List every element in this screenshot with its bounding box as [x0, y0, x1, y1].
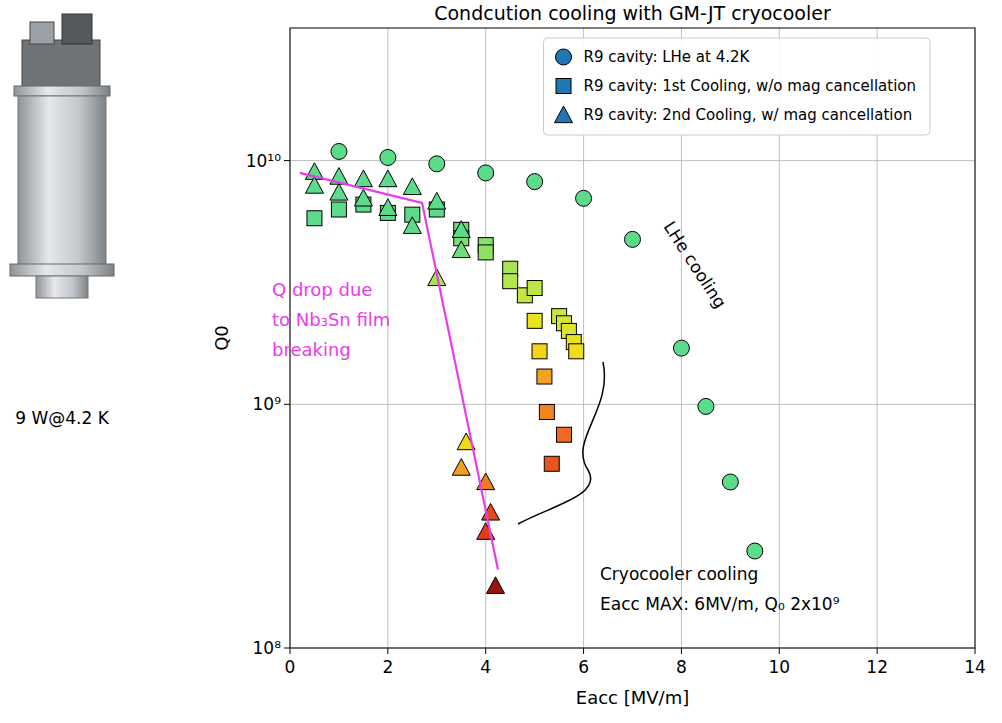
legend: R9 cavity: LHe at 4.2K R9 cavity: 1st Coo… — [544, 38, 930, 135]
data-point — [576, 190, 592, 206]
data-point — [487, 577, 505, 594]
cryo-valve — [30, 22, 54, 44]
axes: 0 2 4 6 8 10 12 14 10⁸ 10⁹ 10¹⁰ — [246, 28, 986, 677]
data-point — [331, 143, 347, 159]
tick-label: 12 — [866, 657, 888, 677]
legend-label: R9 cavity: LHe at 4.2K — [584, 48, 751, 66]
series-circle — [331, 143, 763, 559]
legend-marker — [556, 49, 572, 65]
tick-mark — [583, 648, 584, 654]
data-point — [354, 189, 372, 206]
data-point — [503, 274, 518, 289]
data-point — [527, 281, 542, 296]
data-point — [330, 183, 348, 200]
data-point — [478, 245, 493, 260]
legend-label: R9 cavity: 2nd Cooling, w/ mag cancellat… — [584, 106, 913, 124]
data-point — [380, 149, 396, 165]
tick-mark — [284, 160, 290, 161]
grid-line — [485, 28, 486, 648]
tick-label: 10 — [768, 657, 790, 677]
annotation-text: Cryocooler cooling — [600, 564, 758, 584]
tick-label: 6 — [578, 657, 589, 677]
brace — [518, 362, 604, 524]
annotation-text: Q drop due — [272, 279, 372, 300]
cryo-stub — [36, 276, 88, 298]
tick-mark — [290, 648, 291, 654]
tick-label: 10⁸ — [253, 638, 282, 658]
data-point — [429, 156, 445, 172]
data-point — [539, 404, 554, 419]
data-point — [673, 340, 689, 356]
tick-label: 0 — [285, 657, 296, 677]
tick-mark — [681, 648, 682, 654]
data-point — [557, 427, 572, 442]
data-point — [452, 459, 470, 476]
tick-label: 14 — [964, 657, 986, 677]
tick-mark — [975, 648, 976, 654]
tick-mark — [284, 648, 290, 649]
data-point — [747, 543, 763, 559]
series-triangle — [305, 163, 504, 594]
data-point — [403, 178, 421, 195]
tick-mark — [485, 648, 486, 654]
plot-frame — [290, 28, 975, 648]
data-point — [379, 199, 397, 216]
plot-area — [300, 143, 763, 593]
data-point — [527, 313, 542, 328]
data-point — [569, 344, 584, 359]
data-point — [452, 221, 470, 238]
cryo-motor — [62, 14, 92, 44]
tick-label: 4 — [480, 657, 491, 677]
data-point — [403, 217, 421, 234]
tick-mark — [284, 404, 290, 405]
data-point — [532, 344, 547, 359]
background — [0, 0, 1002, 723]
tick-label: 8 — [676, 657, 687, 677]
chart-title: Condcution cooling with GM-JT cryocooler — [434, 2, 831, 24]
data-point — [478, 165, 494, 181]
series-square — [307, 197, 584, 471]
grid-line — [290, 404, 975, 405]
figure: 9 W@4.2 K Condcution cooling with GM-JT c… — [0, 0, 1002, 723]
data-point — [544, 456, 559, 471]
tick-label: 2 — [382, 657, 393, 677]
legend-box — [544, 38, 930, 135]
data-point — [537, 369, 552, 384]
data-point — [625, 231, 641, 247]
tick-mark — [877, 648, 878, 654]
annotation-text: LHe cooling — [660, 218, 731, 312]
fit-line — [300, 173, 498, 570]
data-point — [527, 174, 543, 190]
data-point — [452, 241, 470, 258]
grid-line — [387, 28, 388, 648]
data-point — [428, 192, 446, 209]
legend-marker — [555, 106, 573, 123]
legend-label: R9 cavity: 1st Cooling, w/o mag cancella… — [584, 77, 916, 95]
figure-caption: 9 W@4.2 K — [15, 408, 109, 428]
data-point — [307, 211, 322, 226]
x-axis-title: Eacc [MV/m] — [576, 687, 689, 708]
tick-label: 10⁹ — [253, 394, 282, 414]
data-point — [698, 398, 714, 414]
tick-label: 10¹⁰ — [246, 151, 281, 171]
y-axis-title: Q0 — [211, 325, 232, 351]
cryo-top-flange — [14, 86, 110, 96]
annotation-text: breaking — [272, 339, 351, 360]
annotation-text: to Nb₃Sn film — [272, 309, 390, 330]
cryo-head — [22, 40, 100, 88]
annotation-text: Eacc MAX: 6MV/m, Q₀ 2x10⁹ — [600, 594, 840, 614]
cryocooler-illustration — [10, 14, 114, 298]
data-point — [722, 474, 738, 490]
cryo-cylinder — [18, 96, 106, 266]
tick-mark — [387, 648, 388, 654]
legend-marker — [556, 79, 571, 94]
cryo-bottom-flange — [10, 264, 114, 276]
tick-mark — [779, 648, 780, 654]
data-point — [331, 202, 346, 217]
data-point — [379, 170, 397, 187]
data-point — [354, 170, 372, 187]
